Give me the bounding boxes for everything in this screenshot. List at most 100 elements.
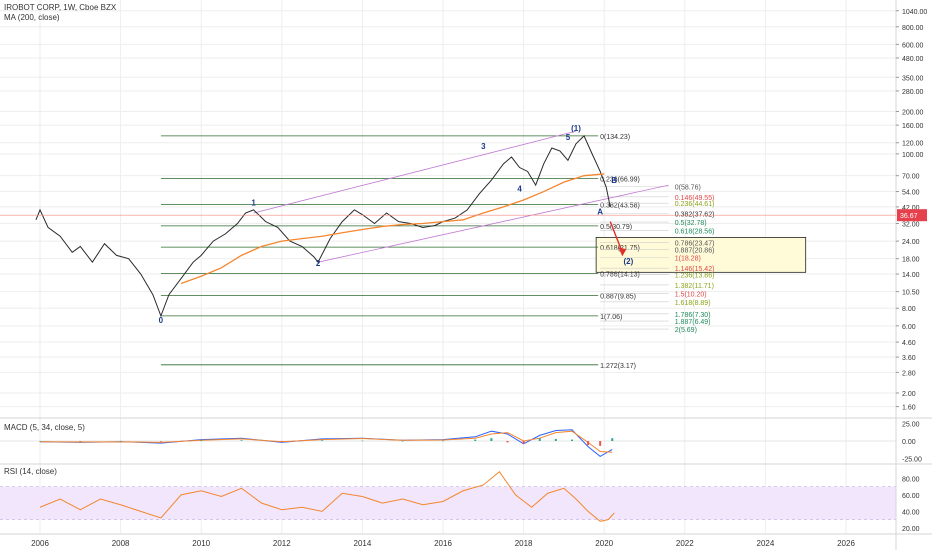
price-panel-bg <box>0 0 896 417</box>
ma-legend: MA (200, close) <box>4 13 60 22</box>
macd-tick-label: -25.00 <box>902 457 922 464</box>
macd-tick-label: 25.00 <box>902 422 920 429</box>
y-tick-label: 800.00 <box>902 25 924 32</box>
y-tick-label: 14.00 <box>902 272 920 279</box>
fib-retracement-label: 0(134.23) <box>600 134 630 141</box>
wave-label: 3 <box>481 142 486 151</box>
wave-label-layer: 0 1 2 3 4 5(1) A B (2) <box>159 124 634 325</box>
macd-histogram-bar <box>490 438 493 441</box>
rsi-line <box>39 471 615 522</box>
fib-extension-label: 0.618(28.56) <box>675 228 715 235</box>
last-price-value: 36.67 <box>900 213 918 220</box>
target-zone <box>595 236 807 273</box>
fib-retracement-label: 0.887(9.85) <box>600 294 636 301</box>
y-tick-label: 2.00 <box>902 391 916 398</box>
x-tick-label: 2006 <box>31 539 49 548</box>
macd-histogram-bar <box>506 441 509 443</box>
y-tick-label: 1.60 <box>902 405 916 412</box>
wave-label: (2) <box>623 257 633 266</box>
fib-retracement-label: 0.236(66.99) <box>600 176 640 183</box>
y-tick-label: 42.00 <box>902 205 920 212</box>
y-tick-label: 18.00 <box>902 257 920 264</box>
x-tick-label: 2022 <box>676 539 694 548</box>
y-tick-label: 54.00 <box>902 190 920 197</box>
channel-layer <box>253 130 669 263</box>
rsi-legend: RSI (14, close) <box>4 467 57 476</box>
arrow-shaft <box>609 221 623 253</box>
y-tick-label: 350.00 <box>902 75 924 82</box>
upper-channel-line <box>253 130 577 214</box>
fib-extension-label: 1.786(7.30) <box>675 312 711 319</box>
wave-label: 0 <box>159 316 164 325</box>
y-tick-label: 8.00 <box>902 306 916 313</box>
fib-retracement-label: 0.786(14.13) <box>600 271 640 278</box>
macd-histogram-bar <box>280 441 283 442</box>
wave-label: 5 <box>566 133 571 142</box>
macd-histogram-bar <box>401 441 404 442</box>
y-tick-label: 10.50 <box>902 290 920 297</box>
fib-extension-label: 1.887(6.49) <box>675 319 711 326</box>
y-tick-label: 120.00 <box>902 141 924 148</box>
y-tick-label: 32.00 <box>902 222 920 229</box>
wave-label: B <box>611 176 617 185</box>
macd-histogram-bar <box>587 441 590 446</box>
fib-extension-label: 1.236(13.86) <box>675 273 715 280</box>
fib-extension-label: 0.236(44.61) <box>675 201 715 208</box>
y-tick-label: 70.00 <box>902 174 920 181</box>
y-tick-label: 24.00 <box>902 239 920 246</box>
fib-retracement-label: 1(7.06) <box>600 314 622 321</box>
price-line <box>35 135 611 318</box>
target-zone-layer <box>595 236 807 273</box>
last-price-tag <box>897 209 927 222</box>
y-tick-label: 480.00 <box>902 56 924 63</box>
macd-line <box>39 429 613 458</box>
fib-retracement-label: 1.272(3.17) <box>600 363 636 370</box>
macd-signal-line <box>39 430 613 453</box>
lower-channel-line <box>317 184 669 263</box>
x-tick-label: 2024 <box>757 539 775 548</box>
x-tick-label: 2016 <box>434 539 452 548</box>
y-tick-label: 3.60 <box>902 355 916 362</box>
y-tick-label: 160.00 <box>902 123 924 130</box>
x-tick-label: 2018 <box>515 539 533 548</box>
macd-histogram-bar <box>79 441 82 442</box>
fib-extension-label: 1(18.28) <box>675 256 701 263</box>
macd-histogram-bar <box>599 441 602 446</box>
rsi-band <box>0 486 896 520</box>
grid <box>0 0 896 534</box>
y-tick-label: 200.00 <box>902 110 924 117</box>
indicator-panels <box>0 429 896 522</box>
x-tick-label: 2012 <box>273 539 291 548</box>
macd-histogram-bar <box>119 440 122 442</box>
macd-tick-label: 0.00 <box>902 439 916 446</box>
macd-histogram-bar <box>39 441 41 442</box>
fib-extension-label: 0.5(32.78) <box>675 220 707 227</box>
x-tick-label: 2014 <box>354 539 372 548</box>
rsi-tick-label: 80.00 <box>902 476 920 483</box>
price-series-layer <box>35 135 611 318</box>
wave-label: 2 <box>316 259 321 268</box>
wave-label: 4 <box>517 185 522 194</box>
rsi-tick-label: 60.00 <box>902 493 920 500</box>
macd-histogram-bar <box>538 438 541 441</box>
projection-arrow <box>609 221 627 257</box>
arrow-head <box>618 247 627 257</box>
y-tick-label: 4.60 <box>902 340 916 347</box>
ma-200-line <box>180 173 605 285</box>
macd-histogram-bar <box>522 441 525 444</box>
wave-label: A <box>597 208 603 217</box>
fib-retracement-label: 0.382(43.58) <box>600 203 640 210</box>
macd-legend: MACD (5, 34, close, 5) <box>4 423 85 432</box>
fib-extension-label: 1.382(11.71) <box>675 283 714 290</box>
macd-histogram-bar <box>361 440 364 442</box>
y-tick-label: 6.00 <box>902 324 916 331</box>
y-tick-label: 2.80 <box>902 370 916 377</box>
macd-histogram-bar <box>442 440 444 442</box>
fib-extension-label: 0.887(20.86) <box>675 248 715 255</box>
x-tick-label: 2020 <box>595 539 613 548</box>
macd-histogram-bar <box>240 440 243 441</box>
fib-extension-label: 1.5(10.20) <box>675 291 707 298</box>
y-tick-label: 100.00 <box>902 152 924 159</box>
